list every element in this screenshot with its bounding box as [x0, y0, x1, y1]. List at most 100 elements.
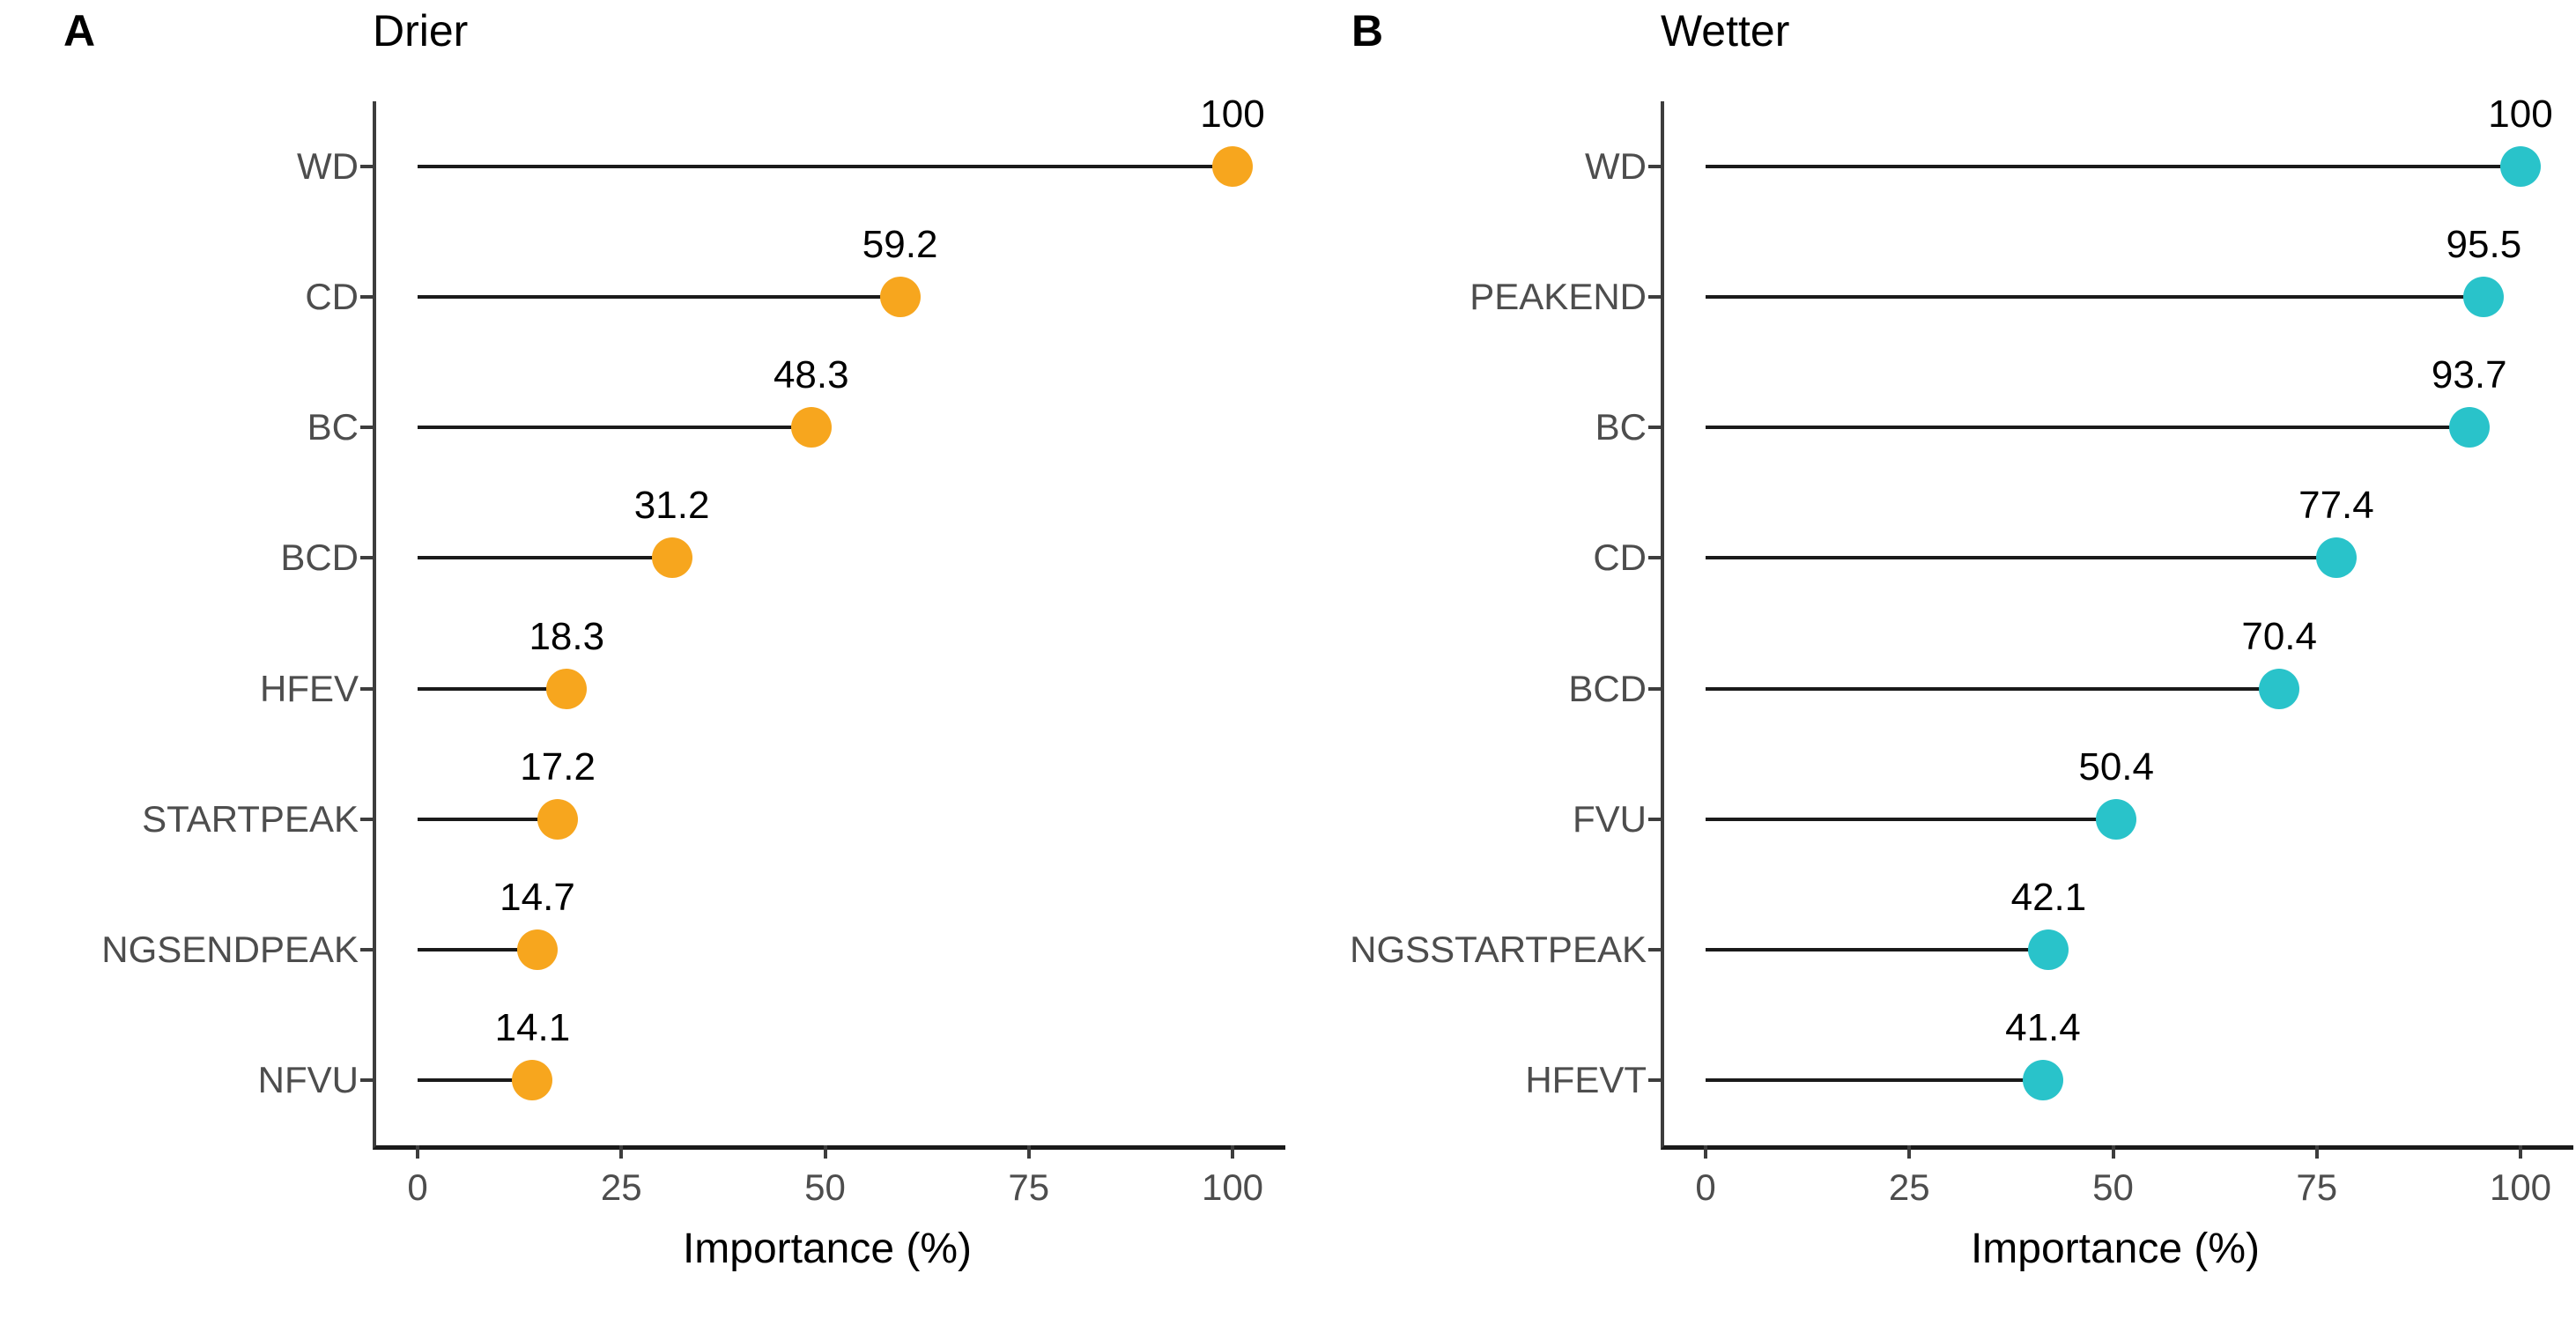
- y-axis-label: NFVU: [257, 1059, 359, 1100]
- lollipop-stem: [1706, 1078, 2043, 1082]
- y-axis-label: PEAKEND: [1469, 276, 1647, 317]
- x-axis-tick-label: 100: [1201, 1166, 1264, 1208]
- plot-area-wetter: WD 100 PEAKEND 95.5 BC 93.7 CD 77.4 BCD 70.4 FVU 50…: [1350, 93, 2573, 1208]
- x-axis-tick-label: 100: [2489, 1166, 2552, 1208]
- value-label: 50.4: [2078, 745, 2155, 789]
- lollipop-stem: [418, 295, 900, 299]
- lollipop-stem: [418, 556, 672, 559]
- lollipop-dot: [2448, 407, 2490, 448]
- lollipop-dot: [879, 277, 921, 317]
- y-axis-tick-mark: [1648, 556, 1661, 559]
- y-axis-label: BC: [1595, 406, 1647, 448]
- panel-wetter: B Wetter WD 100 PEAKEND 95.5 BC 93.7 CD 77.4 BCD…: [1288, 0, 2576, 1318]
- lollipop-dot: [2022, 1060, 2063, 1100]
- y-axis-tick-mark: [360, 556, 373, 559]
- x-axis-tick-label: 50: [2092, 1166, 2134, 1208]
- y-axis-tick-mark: [1648, 687, 1661, 691]
- x-axis-tick-mark: [1026, 1145, 1031, 1159]
- lollipop-dot: [790, 407, 832, 448]
- value-label: 41.4: [2005, 1006, 2081, 1049]
- value-label: 42.1: [2010, 876, 2087, 919]
- lollipop-stem: [418, 426, 811, 429]
- lollipop-dot: [512, 1060, 553, 1100]
- x-axis-tick-label: 25: [1888, 1166, 1930, 1208]
- y-axis-tick-mark: [1648, 1078, 1661, 1082]
- value-label: 100: [2488, 93, 2553, 136]
- panel-title-wetter: Wetter: [1661, 6, 1790, 56]
- lollipop-dot: [537, 799, 579, 840]
- y-axis-tick-mark: [360, 295, 373, 299]
- lollipop-dot: [2096, 799, 2137, 840]
- x-axis-tick-mark: [619, 1145, 624, 1159]
- lollipop-dot: [2028, 929, 2069, 970]
- x-axis-title-wetter: Importance (%): [1970, 1225, 2261, 1272]
- lollipop-stem: [1706, 295, 2484, 299]
- y-axis-tick-mark: [1648, 295, 1661, 299]
- x-axis-tick-mark: [1231, 1145, 1234, 1159]
- y-axis-tick-mark: [360, 687, 373, 691]
- y-axis-tick-mark: [1648, 426, 1661, 429]
- lollipop-dot: [546, 669, 588, 709]
- x-axis-tick-label: 0: [407, 1166, 428, 1208]
- lollipop-stem: [418, 948, 537, 951]
- y-axis-label: NGSSTARTPEAK: [1350, 929, 1647, 970]
- y-axis-tick-mark: [1648, 818, 1661, 821]
- panel-title-drier: Drier: [373, 6, 469, 56]
- lollipop-stem: [1706, 687, 2280, 691]
- x-axis-tick-label: 25: [600, 1166, 642, 1208]
- y-axis-label: WD: [297, 145, 359, 187]
- y-axis-tick-mark: [1648, 948, 1661, 951]
- y-axis-label: WD: [1585, 145, 1647, 187]
- lollipop-stem: [1706, 948, 2049, 951]
- x-axis-tick-label: 75: [2296, 1166, 2338, 1208]
- value-label: 31.2: [633, 484, 710, 527]
- value-label: 17.2: [520, 745, 596, 789]
- y-axis-label: CD: [1593, 537, 1647, 578]
- lollipop-dot: [2463, 277, 2505, 317]
- value-label: 93.7: [2431, 353, 2507, 396]
- lollipop-stem: [418, 1078, 533, 1082]
- lollipop-dot: [2315, 537, 2357, 578]
- value-label: 48.3: [773, 353, 849, 396]
- lollipop-stem: [1706, 426, 2469, 429]
- value-label: 95.5: [2446, 223, 2522, 266]
- value-label: 70.4: [2241, 615, 2318, 658]
- y-axis-label: HFEV: [259, 668, 359, 709]
- panel-letter-a: A: [63, 6, 96, 56]
- value-label: 77.4: [2298, 484, 2374, 527]
- value-label: 18.3: [529, 615, 605, 658]
- lollipop-dot: [651, 537, 692, 578]
- y-axis-label: BC: [307, 406, 359, 448]
- x-axis-tick-label: 75: [1008, 1166, 1050, 1208]
- lollipop-stem: [418, 818, 559, 821]
- lollipop-dot: [1212, 146, 1253, 187]
- y-axis-tick-mark: [360, 165, 373, 168]
- lollipop-stem: [418, 165, 1232, 168]
- lollipop-stem: [1706, 818, 2117, 821]
- lollipop-dot: [516, 929, 558, 970]
- lollipop-stem: [418, 687, 567, 691]
- x-axis-tick-label: 0: [1695, 1166, 1716, 1208]
- y-axis-tick-mark: [360, 948, 373, 951]
- lollipop-stem: [1706, 165, 2520, 168]
- lollipop-dot: [2500, 146, 2541, 187]
- y-axis-label: HFEVT: [1525, 1059, 1647, 1100]
- y-axis-label: FVU: [1573, 798, 1647, 840]
- x-axis-tick-mark: [2519, 1145, 2522, 1159]
- y-axis-label: STARTPEAK: [142, 798, 359, 840]
- y-axis-label: BCD: [1568, 668, 1647, 709]
- lollipop-dot: [2259, 669, 2300, 709]
- panel-drier: A Drier WD 100 CD 59.2 BC 48.3 BCD 31.2 HFEV 18.3…: [63, 6, 1285, 1272]
- x-axis-tick-mark: [2111, 1145, 2115, 1159]
- x-axis-title-drier: Importance (%): [682, 1225, 973, 1272]
- x-axis-tick-label: 50: [804, 1166, 846, 1208]
- y-axis-label: NGSENDPEAK: [101, 929, 359, 970]
- panel-letter-b: B: [1351, 6, 1384, 56]
- y-axis-tick-mark: [360, 1078, 373, 1082]
- value-label: 14.1: [494, 1006, 571, 1049]
- y-axis-label: CD: [305, 276, 359, 317]
- y-axis-tick-mark: [360, 818, 373, 821]
- value-label: 100: [1200, 93, 1265, 136]
- x-axis-tick-mark: [823, 1145, 827, 1159]
